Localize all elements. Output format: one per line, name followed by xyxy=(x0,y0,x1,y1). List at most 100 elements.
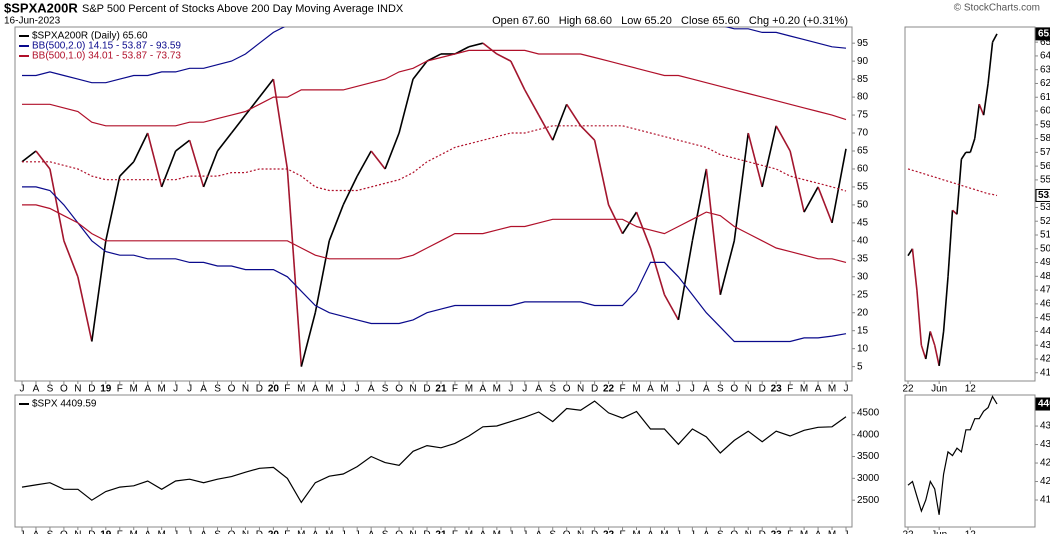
y-tick-label: 20 xyxy=(857,307,869,318)
price-segment xyxy=(188,139,205,188)
price-segment xyxy=(635,211,652,249)
price-segment xyxy=(482,42,498,55)
x-tick-label: 20 xyxy=(268,530,280,534)
x-tick-label: F xyxy=(452,530,458,534)
x-tick-label: S xyxy=(47,530,54,534)
x-tick-label: N xyxy=(409,530,416,534)
price-segment xyxy=(524,89,540,116)
band-upper xyxy=(22,49,847,127)
x-tick-label: J xyxy=(341,530,346,534)
price-segment xyxy=(63,240,79,278)
last-value-badge xyxy=(1035,188,1050,202)
x-tick-label: A xyxy=(33,530,40,534)
x-tick-label: S xyxy=(47,384,54,395)
price-segment xyxy=(978,103,985,116)
x-tick-label: 21 xyxy=(435,530,447,534)
x-tick-label: M xyxy=(130,530,138,534)
price-segment xyxy=(35,150,51,170)
price-segment xyxy=(314,240,331,313)
price-segment xyxy=(593,140,610,206)
y-tick-label: 45 xyxy=(857,218,869,229)
price-segment xyxy=(747,132,763,188)
x-tick-label: J xyxy=(187,530,192,534)
y-tick-label: 50 xyxy=(1040,243,1050,254)
price-segment xyxy=(119,161,135,177)
x-tick-label: 23 xyxy=(771,384,783,395)
x-tick-label: M xyxy=(660,530,668,534)
price-segment xyxy=(258,78,275,98)
band-lower xyxy=(22,186,847,343)
price-segment xyxy=(677,240,694,321)
price-segment xyxy=(969,138,976,153)
x-tick-label: M xyxy=(325,384,333,395)
x-tick-label: M xyxy=(828,530,836,534)
x-tick-label: A xyxy=(200,384,207,395)
price-segment xyxy=(925,331,932,360)
last-value-badge xyxy=(1035,397,1050,411)
band-upper xyxy=(22,27,847,84)
price-segment xyxy=(719,240,736,295)
x-tick-label: J xyxy=(844,530,849,534)
last-value-label: 4409.59 xyxy=(1038,399,1050,410)
legend-label: $SPX 4409.59 xyxy=(32,399,97,410)
price-line xyxy=(907,168,998,197)
y-tick-label: 10 xyxy=(857,343,869,354)
x-tick-label: M xyxy=(800,384,808,395)
last-value-badge xyxy=(1035,27,1050,41)
y-tick-label: 57 xyxy=(1040,147,1050,158)
price-segment xyxy=(920,344,927,360)
price-segment xyxy=(133,132,149,163)
y-tick-label: 52 xyxy=(1040,216,1050,227)
x-tick-label: M xyxy=(493,530,501,534)
price-segment xyxy=(160,150,177,188)
price-segment xyxy=(300,312,317,367)
price-segment xyxy=(982,83,989,116)
price-line xyxy=(907,395,998,515)
x-tick-label: J xyxy=(355,530,360,534)
y-tick-label: 2500 xyxy=(857,495,880,506)
y-tick-label: 3500 xyxy=(857,451,880,462)
band-lower xyxy=(22,204,847,263)
x-tick-label: J xyxy=(522,530,527,534)
y-tick-label: 15 xyxy=(857,325,869,336)
x-tick-label: A xyxy=(33,384,40,395)
x-tick-label: A xyxy=(535,530,542,534)
x-tick-label: 12 xyxy=(965,530,977,534)
price-segment xyxy=(328,204,344,242)
quote: Open 67.60 High 68.60 Low 65.20 Close 65… xyxy=(492,15,848,27)
y-tick-label: 61 xyxy=(1040,92,1050,103)
y-tick-label: 5 xyxy=(857,361,863,372)
price-segment xyxy=(987,42,994,84)
description: S&P 500 Percent of Stocks Above 200 Day … xyxy=(82,3,404,15)
x-tick-label: M xyxy=(157,530,165,534)
price-segment xyxy=(496,53,512,62)
x-tick-label: Jun xyxy=(931,384,947,395)
x-tick-label: A xyxy=(480,384,487,395)
date: 16-Jun-2023 xyxy=(4,16,61,27)
price-segment xyxy=(938,331,945,366)
price-segment xyxy=(956,159,963,215)
plot-area xyxy=(21,400,847,504)
price-segment xyxy=(244,96,261,116)
x-tick-label: A xyxy=(703,530,710,534)
legend-label: $SPXA200R (Daily) 65.60 xyxy=(32,31,148,42)
y-tick-label: 25 xyxy=(857,289,869,300)
x-tick-label: M xyxy=(297,384,305,395)
y-tick-label: 46 xyxy=(1040,299,1050,310)
y-tick-label: 43 xyxy=(1040,340,1050,351)
x-tick-label: D xyxy=(759,530,766,534)
x-tick-label: A xyxy=(480,530,487,534)
y-tick-label: 65 xyxy=(1040,37,1050,48)
x-tick-label: F xyxy=(117,384,123,395)
price-segment xyxy=(398,78,414,134)
x-tick-label: S xyxy=(717,530,724,534)
x-tick-label: N xyxy=(745,530,752,534)
x-tick-label: D xyxy=(256,530,263,534)
x-tick-label: Jun xyxy=(931,530,947,534)
price-segment xyxy=(454,46,470,55)
price-segment xyxy=(831,148,847,224)
x-tick-label: O xyxy=(730,384,738,395)
x-tick-label: O xyxy=(228,384,236,395)
x-tick-label: D xyxy=(256,384,263,395)
